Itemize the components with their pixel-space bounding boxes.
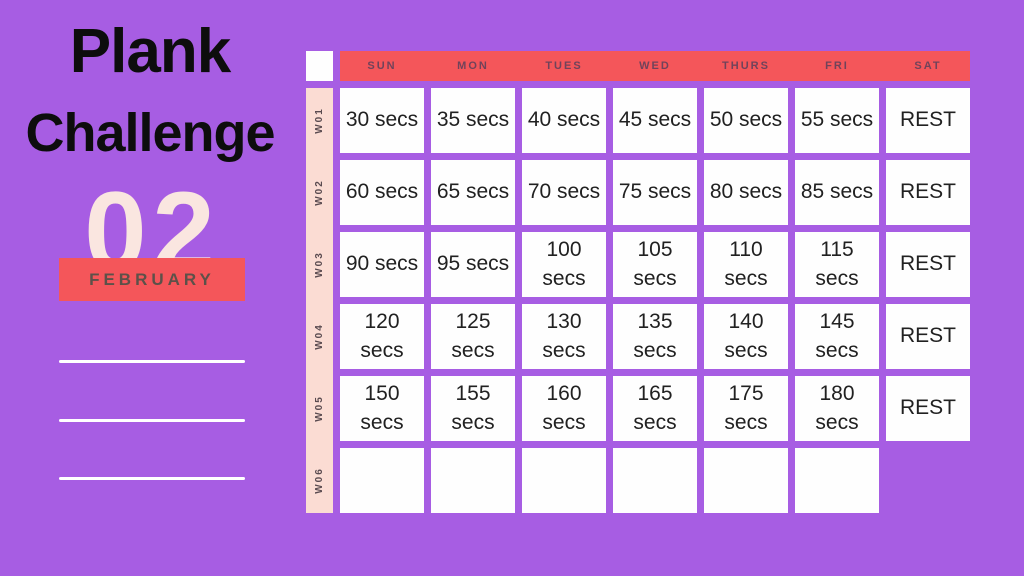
week-label-column: W01 W02 W03 W04 W05 W06 bbox=[306, 88, 333, 513]
table-cell-w01-mon: 30 secs bbox=[340, 88, 424, 153]
table-cell-w04-thurs: 135 secs bbox=[613, 304, 697, 369]
table-cell-w04-tues: 125 secs bbox=[431, 304, 515, 369]
week-label-text: W04 bbox=[314, 323, 325, 350]
table-cell-w05-mon: 150 secs bbox=[340, 376, 424, 441]
note-line bbox=[59, 360, 245, 363]
table-cell-w01-fri: 50 secs bbox=[704, 88, 788, 153]
table-cell-w05-fri: 175 secs bbox=[704, 376, 788, 441]
table-cell-w05-sun: REST bbox=[886, 304, 970, 369]
weekday-header-fri: FRI bbox=[825, 60, 849, 72]
weekday-header-row: SUN MON TUES WED THURS FRI SAT bbox=[340, 51, 970, 81]
note-line bbox=[59, 419, 245, 422]
week-label-text: W05 bbox=[314, 395, 325, 422]
table-cell-w05-sat: 180 secs bbox=[795, 376, 879, 441]
table-cell-w02-thurs: 75 secs bbox=[613, 160, 697, 225]
table-cell-w01-thurs: 45 secs bbox=[613, 88, 697, 153]
table-cell-w06-thurs bbox=[613, 448, 697, 513]
table-cell-w04-mon: 120 secs bbox=[340, 304, 424, 369]
weekday-header-mon: MON bbox=[457, 60, 489, 72]
table-cell-w06-tues bbox=[431, 448, 515, 513]
week-label-text: W03 bbox=[314, 251, 325, 278]
month-banner: FEBRUARY bbox=[59, 258, 245, 301]
week-label-w03: W03 bbox=[306, 232, 333, 297]
week-label-text: W02 bbox=[314, 179, 325, 206]
week-label-w06: W06 bbox=[306, 448, 333, 513]
table-cell-w02-mon: 60 secs bbox=[340, 160, 424, 225]
table-cell-w01-sat: 55 secs bbox=[795, 88, 879, 153]
weekday-header-sun: SUN bbox=[367, 60, 397, 72]
table-cell-w02-tues: 65 secs bbox=[431, 160, 515, 225]
week-label-w02: W02 bbox=[306, 160, 333, 225]
week-label-w04: W04 bbox=[306, 304, 333, 369]
table-cell-w02-sun: REST bbox=[886, 88, 970, 153]
month-label: FEBRUARY bbox=[89, 269, 215, 289]
poster-title-line2: Challenge bbox=[25, 103, 275, 163]
table-cell-w06-fri bbox=[704, 448, 788, 513]
table-cell-w03-fri: 110 secs bbox=[704, 232, 788, 297]
table-cell-w03-mon: 90 secs bbox=[340, 232, 424, 297]
weekday-header-sat: SAT bbox=[914, 60, 942, 72]
table-cell-w06-sat bbox=[795, 448, 879, 513]
table-cell-w02-wed: 70 secs bbox=[522, 160, 606, 225]
table-cell-w04-sat: 145 secs bbox=[795, 304, 879, 369]
week-label-w01: W01 bbox=[306, 88, 333, 153]
weekday-header-tues: TUES bbox=[545, 60, 583, 72]
table-cell-w05-thurs: 165 secs bbox=[613, 376, 697, 441]
table-cell-w01-wed: 40 secs bbox=[522, 88, 606, 153]
table-cell-w03-tues: 95 secs bbox=[431, 232, 515, 297]
table-cell-w06-mon bbox=[340, 448, 424, 513]
table-cell-w05-wed: 160 secs bbox=[522, 376, 606, 441]
poster-title-line1: Plank bbox=[69, 17, 231, 86]
left-panel: Plank Challenge 02 FEBRUARY bbox=[0, 0, 305, 576]
table-cell-w02-fri: 80 secs bbox=[704, 160, 788, 225]
table-cell-w03-wed: 100 secs bbox=[522, 232, 606, 297]
table-cell-w02-sat: 85 secs bbox=[795, 160, 879, 225]
table-cell-w04-sun: REST bbox=[886, 232, 970, 297]
table-cell-w04-fri: 140 secs bbox=[704, 304, 788, 369]
week-label-w05: W05 bbox=[306, 376, 333, 441]
table-cell-w01-sun bbox=[306, 51, 333, 81]
note-line bbox=[59, 477, 245, 480]
table-cell-w01-tues: 35 secs bbox=[431, 88, 515, 153]
weekday-header-thurs: THURS bbox=[722, 60, 770, 72]
table-cell-w03-sun: REST bbox=[886, 160, 970, 225]
week-label-text: W01 bbox=[314, 107, 325, 134]
weekday-header-wed: WED bbox=[639, 60, 671, 72]
table-cell-w05-tues: 155 secs bbox=[431, 376, 515, 441]
table-cell-w06-wed bbox=[522, 448, 606, 513]
challenge-calendar: SUN MON TUES WED THURS FRI SAT W01 W02 W… bbox=[306, 51, 970, 513]
table-cell-w03-sat: 115 secs bbox=[795, 232, 879, 297]
table-cell-w03-thurs: 105 secs bbox=[613, 232, 697, 297]
table-cell-w04-wed: 130 secs bbox=[522, 304, 606, 369]
week-label-text: W06 bbox=[314, 467, 325, 494]
table-cell-w06-sun: REST bbox=[886, 376, 970, 441]
